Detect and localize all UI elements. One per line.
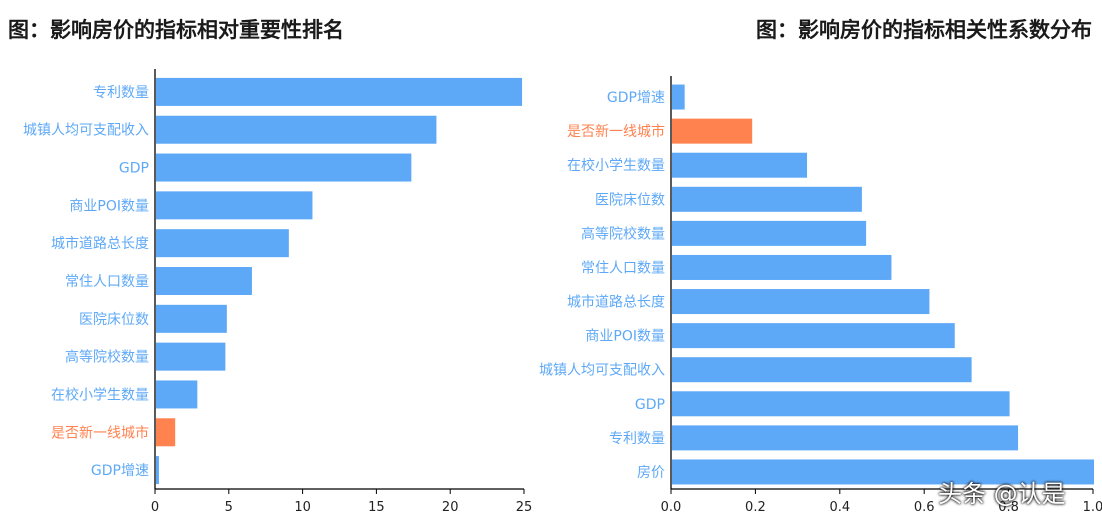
importance-category-label: 高等院校数量	[65, 349, 149, 366]
chart-title-importance: 图：影响房价的指标相对重要性排名	[8, 18, 344, 42]
correlation-category-label: 城镇人均可支配收入	[539, 363, 665, 379]
importance-category-label: 城镇人均可支配收入	[23, 123, 149, 139]
correlation-x-tick-label: 0.6	[914, 500, 935, 515]
correlation-bar	[672, 186, 862, 212]
importance-x-tick-label: 10	[294, 500, 311, 515]
importance-x-tick-label: 15	[368, 500, 385, 515]
correlation-x-tick-label: 0.2	[745, 500, 766, 515]
importance-bar	[156, 304, 227, 333]
importance-category-label: 是否新一线城市	[51, 424, 149, 441]
correlation-bar	[672, 391, 1010, 417]
importance-category-label: 在校小学生数量	[51, 386, 149, 403]
importance-x-tick-label: 20	[442, 500, 459, 515]
importance-category-label: 医院床位数	[79, 312, 149, 328]
correlation-category-label: GDP	[635, 397, 665, 413]
importance-category-label: GDP	[119, 161, 149, 177]
correlation-bar	[672, 220, 867, 246]
correlation-category-label: 房价	[637, 465, 665, 481]
importance-category-label: 常住人口数量	[65, 274, 149, 290]
importance-bar	[156, 77, 523, 106]
correlation-bar	[672, 357, 972, 383]
correlation-bar	[672, 323, 955, 349]
correlation-category-label: 专利数量	[609, 431, 665, 447]
importance-bar	[156, 267, 252, 295]
correlation-category-label: 医院床位数	[595, 192, 665, 208]
correlation-x-tick-label: 0.8	[998, 500, 1019, 515]
correlation-bar	[672, 289, 930, 315]
importance-bar	[156, 342, 226, 371]
correlation-category-label: 在校小学生数量	[567, 157, 665, 174]
importance-category-label: 城市道路总长度	[51, 235, 149, 252]
correlation-bar	[672, 459, 1094, 485]
correlation-x-tick-label: 0.0	[661, 500, 682, 515]
correlation-category-label: 商业POI数量	[585, 329, 665, 345]
correlation-x-tick-label: 0.4	[829, 500, 850, 515]
correlation-bar	[672, 118, 753, 144]
correlation-category-label: 常住人口数量	[581, 260, 665, 276]
importance-bar	[156, 153, 412, 182]
importance-bar	[156, 191, 313, 220]
importance-bar	[156, 229, 289, 258]
importance-x-tick-label: 25	[516, 500, 533, 515]
watermark-text: 头条 @认是	[938, 480, 1066, 508]
importance-x-tick-label: 5	[225, 500, 233, 515]
importance-bar	[156, 380, 198, 409]
importance-bar	[156, 456, 159, 485]
correlation-bar	[672, 152, 808, 178]
importance-x-tick-label: 0	[151, 500, 159, 515]
correlation-bar	[672, 425, 1019, 451]
importance-category-label: 商业POI数量	[69, 198, 149, 214]
correlation-category-label: 是否新一线城市	[567, 123, 665, 140]
importance-category-label: GDP增速	[91, 463, 149, 479]
chart-title-correlation: 图：影响房价的指标相关性系数分布	[756, 18, 1092, 42]
correlation-x-tick-label: 1.0	[1083, 500, 1102, 515]
importance-bar	[156, 418, 176, 447]
correlation-bar	[672, 254, 892, 280]
importance-category-label: 专利数量	[93, 85, 149, 101]
correlation-category-label: 城市道路总长度	[567, 294, 665, 311]
correlation-category-label: GDP增速	[607, 90, 665, 106]
correlation-category-label: 高等院校数量	[581, 225, 665, 242]
correlation-bar	[672, 84, 685, 110]
importance-bar	[156, 115, 437, 144]
